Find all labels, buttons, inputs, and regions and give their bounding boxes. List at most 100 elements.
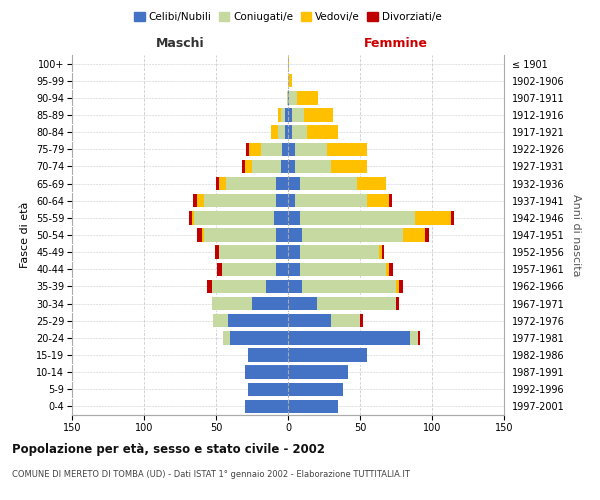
Bar	[208, 280, 212, 293]
Bar	[289, 91, 296, 104]
Bar	[302, 228, 403, 241]
Bar	[357, 177, 386, 190]
Bar	[285, 126, 288, 139]
Bar	[217, 262, 222, 276]
Bar	[396, 297, 399, 310]
Bar	[288, 108, 292, 122]
Bar	[396, 280, 399, 293]
Bar	[227, 314, 288, 328]
Bar	[288, 160, 295, 173]
Bar	[277, 228, 288, 241]
Bar	[288, 57, 289, 70]
Bar	[292, 108, 304, 122]
Bar	[248, 382, 288, 396]
Bar	[191, 211, 194, 224]
Bar	[304, 108, 332, 122]
Bar	[194, 211, 274, 224]
Bar	[212, 297, 252, 310]
Bar	[360, 314, 363, 328]
Bar	[386, 262, 389, 276]
Bar	[299, 246, 379, 259]
Bar	[288, 91, 289, 104]
Bar	[222, 262, 277, 276]
Bar	[277, 246, 288, 259]
Bar	[288, 348, 367, 362]
Legend: Celibi/Nubili, Coniugati/e, Vedovi/e, Divorziati/e: Celibi/Nubili, Coniugati/e, Vedovi/e, Di…	[130, 8, 446, 26]
Bar	[295, 142, 327, 156]
Text: Popolazione per età, sesso e stato civile - 2002: Popolazione per età, sesso e stato civil…	[12, 442, 325, 456]
Bar	[288, 228, 302, 241]
Bar	[278, 126, 285, 139]
Bar	[215, 246, 219, 259]
Bar	[288, 142, 295, 156]
Bar	[202, 228, 205, 241]
Bar	[252, 297, 288, 310]
Bar	[331, 314, 360, 328]
Bar	[289, 74, 292, 88]
Y-axis label: Anni di nascita: Anni di nascita	[571, 194, 581, 276]
Text: Maschi: Maschi	[155, 37, 205, 50]
Bar	[288, 262, 299, 276]
Bar	[205, 194, 277, 207]
Bar	[216, 177, 219, 190]
Bar	[288, 331, 410, 344]
Bar	[451, 211, 454, 224]
Bar	[213, 314, 227, 328]
Bar	[331, 160, 367, 173]
Bar	[278, 108, 281, 122]
Bar	[188, 211, 191, 224]
Bar	[288, 194, 295, 207]
Bar	[418, 331, 421, 344]
Bar	[193, 194, 197, 207]
Bar	[382, 246, 385, 259]
Bar	[296, 91, 318, 104]
Bar	[271, 126, 278, 139]
Bar	[242, 160, 245, 173]
Bar	[219, 177, 226, 190]
Y-axis label: Fasce di età: Fasce di età	[20, 202, 31, 268]
Bar	[389, 194, 392, 207]
Bar	[223, 331, 230, 344]
Bar	[403, 228, 425, 241]
Bar	[288, 314, 331, 328]
Bar	[367, 194, 389, 207]
Bar	[205, 228, 277, 241]
Bar	[299, 177, 357, 190]
Bar	[246, 142, 249, 156]
Bar	[292, 126, 307, 139]
Bar	[245, 400, 288, 413]
Bar	[266, 280, 288, 293]
Bar	[288, 74, 289, 88]
Bar	[230, 331, 288, 344]
Bar	[252, 160, 281, 173]
Bar	[277, 194, 288, 207]
Bar	[281, 160, 288, 173]
Bar	[287, 91, 288, 104]
Bar	[288, 297, 317, 310]
Bar	[288, 382, 343, 396]
Bar	[288, 126, 292, 139]
Bar	[245, 366, 288, 379]
Bar	[415, 211, 451, 224]
Bar	[197, 228, 202, 241]
Bar	[288, 280, 302, 293]
Text: COMUNE DI MERETO DI TOMBA (UD) - Dati ISTAT 1° gennaio 2002 - Elaborazione TUTTI: COMUNE DI MERETO DI TOMBA (UD) - Dati IS…	[12, 470, 410, 479]
Bar	[212, 280, 266, 293]
Bar	[281, 108, 285, 122]
Bar	[317, 297, 396, 310]
Bar	[245, 160, 252, 173]
Bar	[260, 142, 282, 156]
Text: Femmine: Femmine	[364, 37, 428, 50]
Bar	[226, 177, 277, 190]
Bar	[288, 177, 299, 190]
Bar	[288, 211, 299, 224]
Bar	[299, 262, 386, 276]
Bar	[277, 177, 288, 190]
Bar	[327, 142, 367, 156]
Bar	[282, 142, 288, 156]
Bar	[219, 246, 277, 259]
Bar	[274, 211, 288, 224]
Bar	[197, 194, 205, 207]
Bar	[285, 108, 288, 122]
Bar	[389, 262, 393, 276]
